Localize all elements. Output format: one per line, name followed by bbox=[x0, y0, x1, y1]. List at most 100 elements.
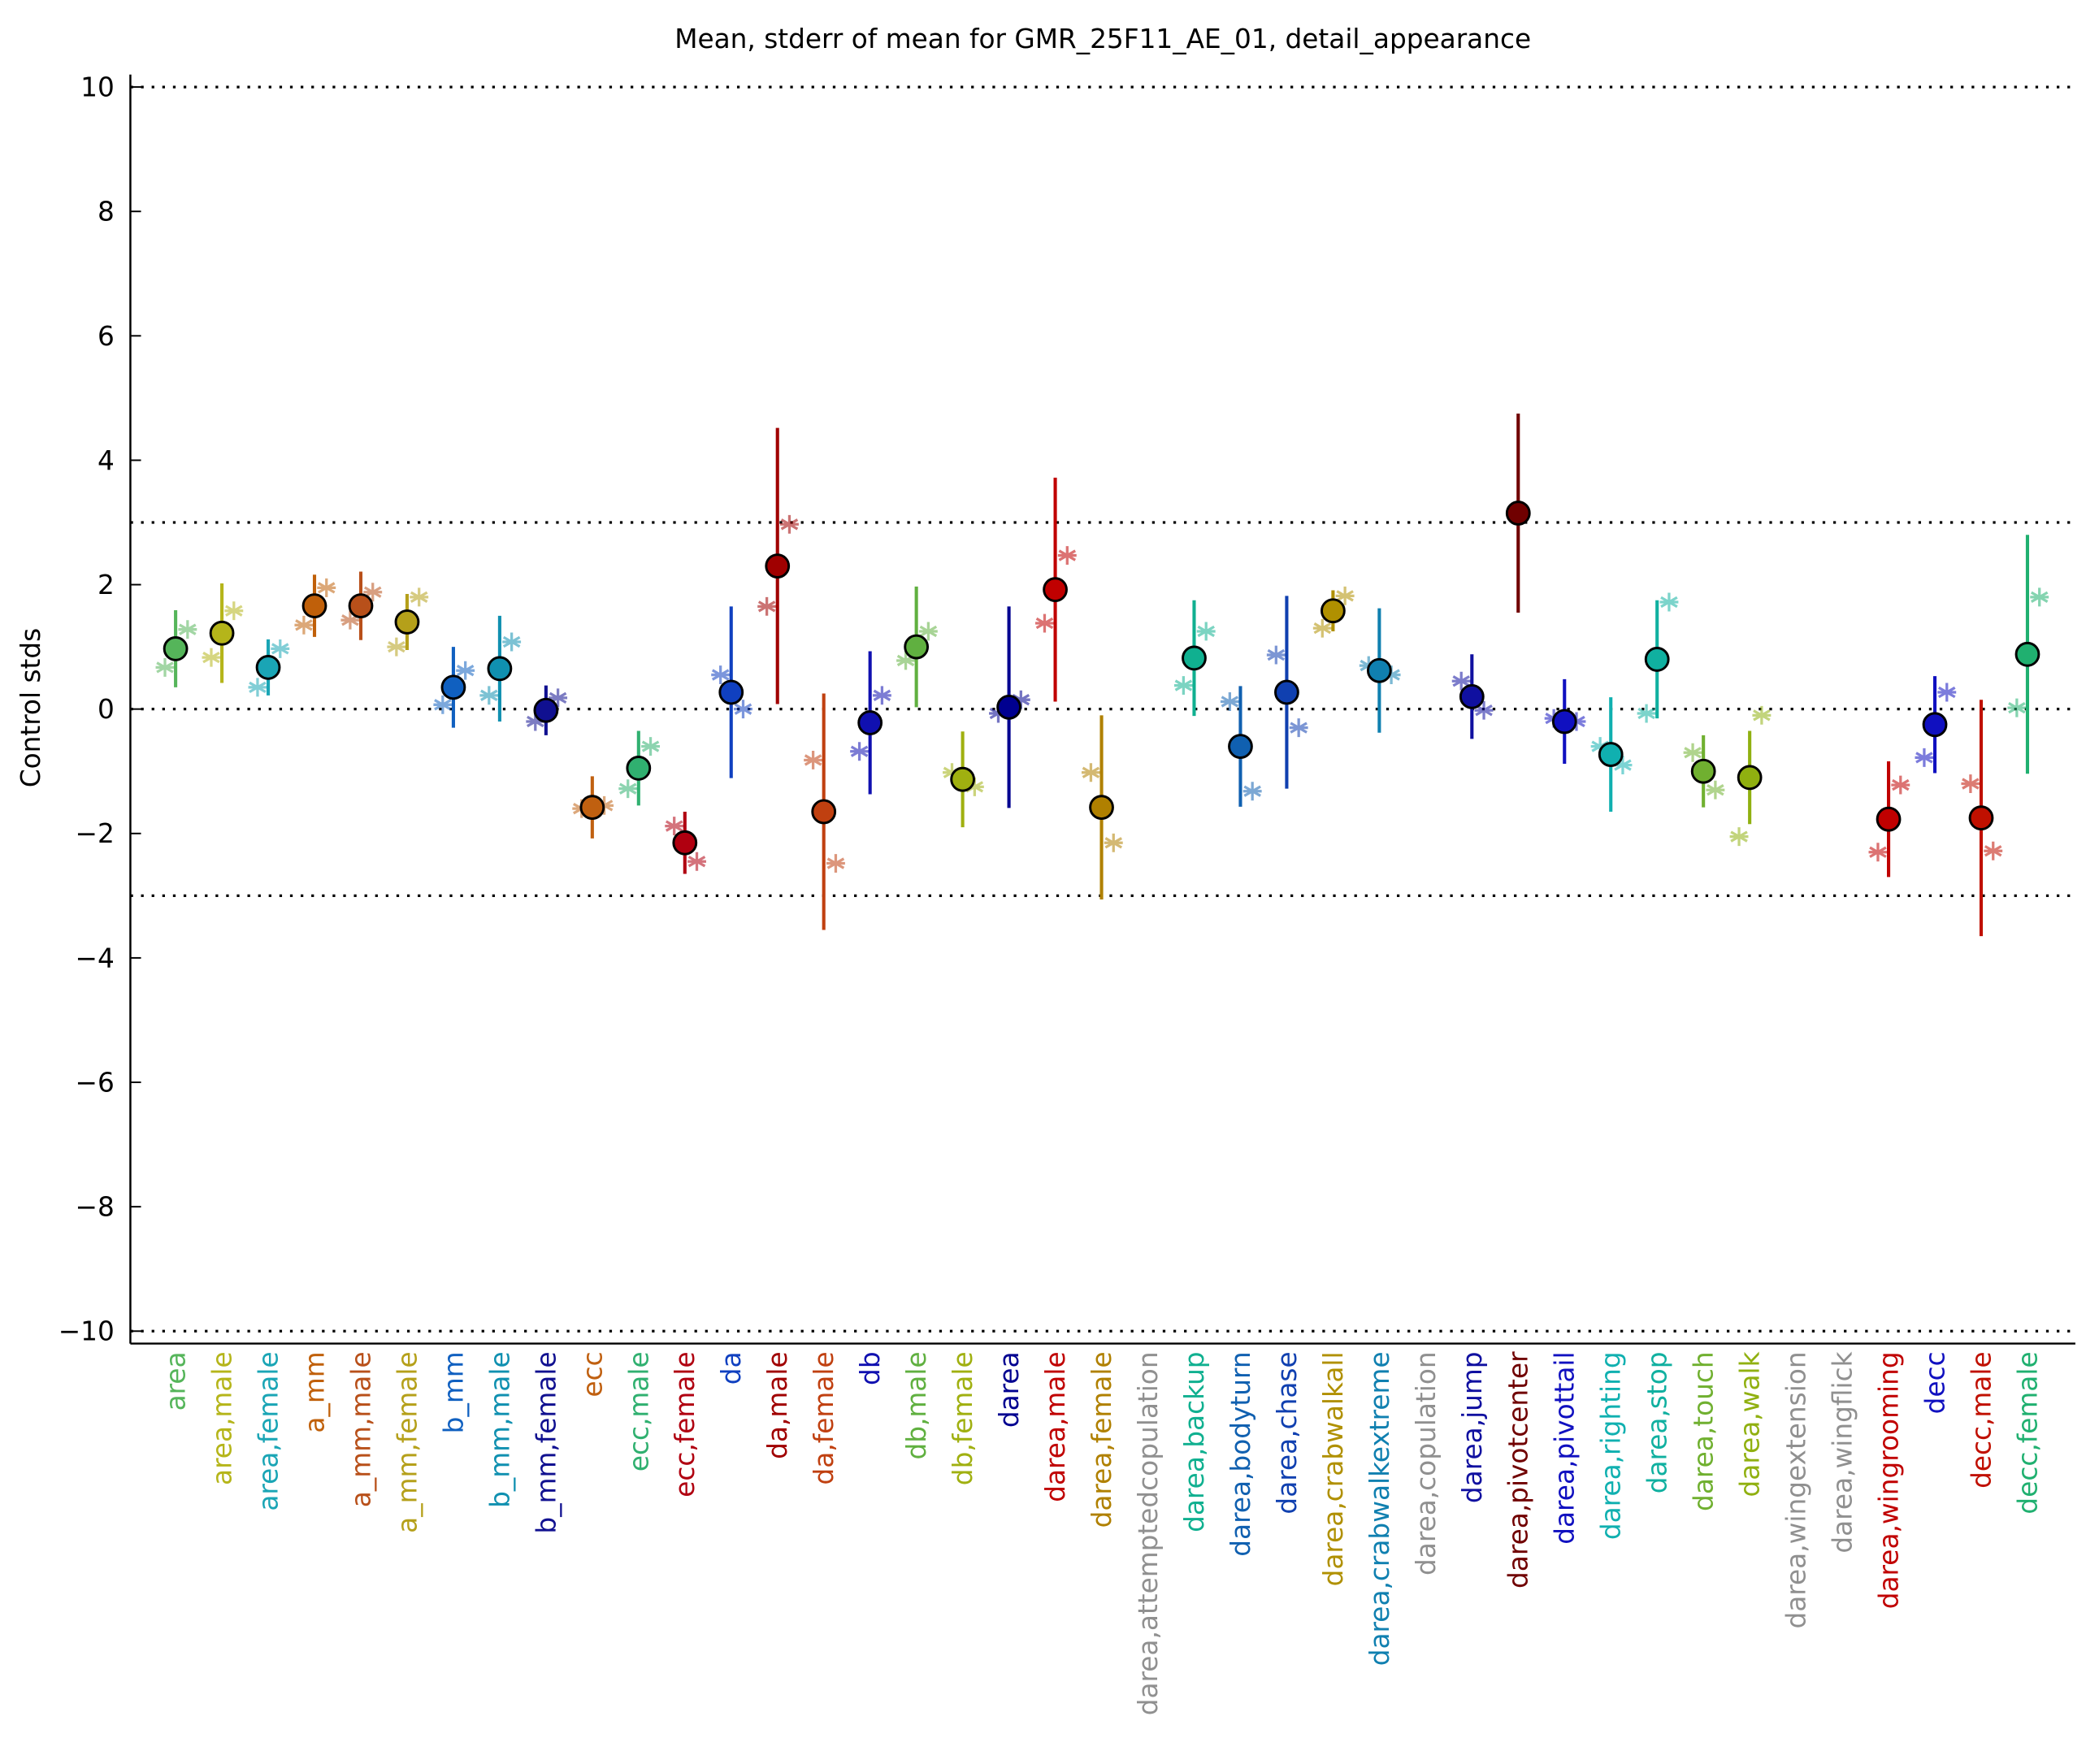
x-tick-label: a_mm,male bbox=[345, 1351, 376, 1507]
x-tick-label: area,male bbox=[207, 1351, 238, 1485]
mean-marker bbox=[348, 593, 374, 618]
mean-marker bbox=[1228, 734, 1253, 759]
star-marker bbox=[872, 686, 891, 705]
mean-marker bbox=[950, 766, 976, 792]
star-marker bbox=[1312, 618, 1332, 638]
mean-marker bbox=[1690, 758, 1716, 784]
star-marker bbox=[2007, 698, 2027, 717]
star-marker bbox=[340, 610, 360, 630]
x-tick-label: darea,touch bbox=[1689, 1351, 1720, 1511]
mean-marker bbox=[1274, 679, 1299, 705]
star-marker bbox=[1984, 841, 2003, 860]
y-tick-label: −10 bbox=[59, 1316, 115, 1347]
x-tick-label: area bbox=[161, 1351, 192, 1411]
star-marker bbox=[1035, 613, 1054, 633]
mean-marker bbox=[1598, 742, 1624, 767]
star-marker bbox=[1891, 775, 1910, 795]
star-marker bbox=[1196, 622, 1216, 641]
mean-marker bbox=[904, 634, 930, 660]
star-marker bbox=[410, 587, 429, 607]
mean-marker bbox=[1182, 645, 1207, 671]
star-marker bbox=[1729, 827, 1749, 847]
x-tick-label: darea,copulation bbox=[1411, 1351, 1442, 1575]
mean-marker bbox=[1644, 647, 1670, 672]
star-marker bbox=[711, 665, 731, 685]
star-marker bbox=[363, 583, 383, 602]
star-marker bbox=[1659, 592, 1679, 612]
x-tick-label: darea,walk bbox=[1735, 1351, 1766, 1497]
star-marker bbox=[224, 601, 244, 621]
star-marker bbox=[1057, 546, 1077, 566]
x-tick-label: b_mm,female bbox=[531, 1351, 562, 1533]
mean-marker bbox=[1551, 709, 1577, 735]
y-tick-label: −2 bbox=[76, 818, 115, 849]
mean-marker bbox=[1366, 657, 1392, 683]
mean-marker bbox=[718, 679, 744, 705]
star-marker bbox=[178, 620, 197, 639]
x-tick-label: db,male bbox=[901, 1351, 932, 1459]
star-marker bbox=[502, 632, 522, 652]
star-marker bbox=[1242, 782, 1262, 801]
star-marker bbox=[2030, 587, 2049, 607]
star-marker bbox=[804, 750, 823, 769]
x-tick-label: darea,pivotcenter bbox=[1503, 1351, 1534, 1588]
mean-marker bbox=[440, 674, 466, 700]
mean-marker bbox=[209, 620, 235, 646]
x-tick-label: darea,wingrooming bbox=[1874, 1351, 1905, 1609]
x-tick-label: da bbox=[716, 1351, 747, 1385]
x-tick-label: ecc,male bbox=[623, 1351, 654, 1471]
x-tick-label: darea,crabwalkextreme bbox=[1364, 1351, 1395, 1666]
mean-marker bbox=[487, 656, 513, 682]
y-tick-label: 6 bbox=[98, 321, 115, 352]
x-tick-label: b_mm bbox=[438, 1351, 469, 1433]
y-tick-label: −6 bbox=[76, 1067, 115, 1098]
star-marker bbox=[1706, 780, 1725, 800]
star-marker bbox=[317, 578, 336, 597]
star-marker bbox=[1590, 737, 1610, 756]
star-marker bbox=[943, 763, 961, 782]
star-marker bbox=[1637, 704, 1656, 723]
x-tick-label: darea bbox=[994, 1351, 1025, 1428]
x-tick-label: darea,female bbox=[1086, 1351, 1117, 1528]
mean-marker bbox=[765, 553, 791, 579]
star-marker bbox=[1474, 700, 1494, 720]
star-marker bbox=[1381, 665, 1401, 685]
mean-marker bbox=[1089, 795, 1114, 821]
mean-marker bbox=[533, 697, 559, 723]
star-marker bbox=[918, 622, 938, 641]
chart-title: Mean, stderr of mean for GMR_25F11_AE_01… bbox=[674, 24, 1531, 54]
star-marker bbox=[1289, 718, 1308, 738]
star-marker bbox=[1173, 676, 1193, 696]
mean-marker bbox=[1968, 805, 1994, 831]
star-marker bbox=[1613, 756, 1633, 775]
mean-marker bbox=[301, 593, 327, 618]
x-tick-label: db bbox=[855, 1351, 886, 1385]
star-marker bbox=[433, 695, 453, 714]
x-tick-label: darea,backup bbox=[1179, 1351, 1210, 1532]
mean-marker bbox=[394, 609, 420, 635]
star-marker bbox=[1081, 763, 1100, 782]
x-tick-label: darea,chase bbox=[1272, 1351, 1303, 1514]
mean-marker bbox=[1876, 806, 1902, 832]
x-tick-label: b_mm,male bbox=[484, 1351, 515, 1508]
star-marker bbox=[965, 777, 984, 796]
mean-marker bbox=[1505, 501, 1531, 526]
x-tick-label: decc,male bbox=[1966, 1351, 1997, 1489]
star-marker bbox=[1915, 748, 1934, 767]
mean-marker bbox=[626, 756, 652, 781]
star-marker bbox=[687, 852, 706, 871]
x-tick-label: darea,jump bbox=[1457, 1351, 1488, 1503]
star-marker bbox=[1220, 692, 1239, 711]
x-tick-label: decc bbox=[1919, 1351, 1950, 1414]
star-marker bbox=[456, 661, 475, 680]
x-tick-label: a_mm bbox=[299, 1351, 330, 1432]
star-marker bbox=[1335, 586, 1355, 605]
star-marker bbox=[618, 779, 638, 799]
mean-marker bbox=[1043, 577, 1068, 603]
star-marker bbox=[780, 514, 799, 534]
mean-marker bbox=[1459, 683, 1485, 709]
mean-marker bbox=[1321, 598, 1346, 624]
mean-marker bbox=[996, 694, 1021, 720]
star-marker bbox=[1104, 833, 1123, 852]
